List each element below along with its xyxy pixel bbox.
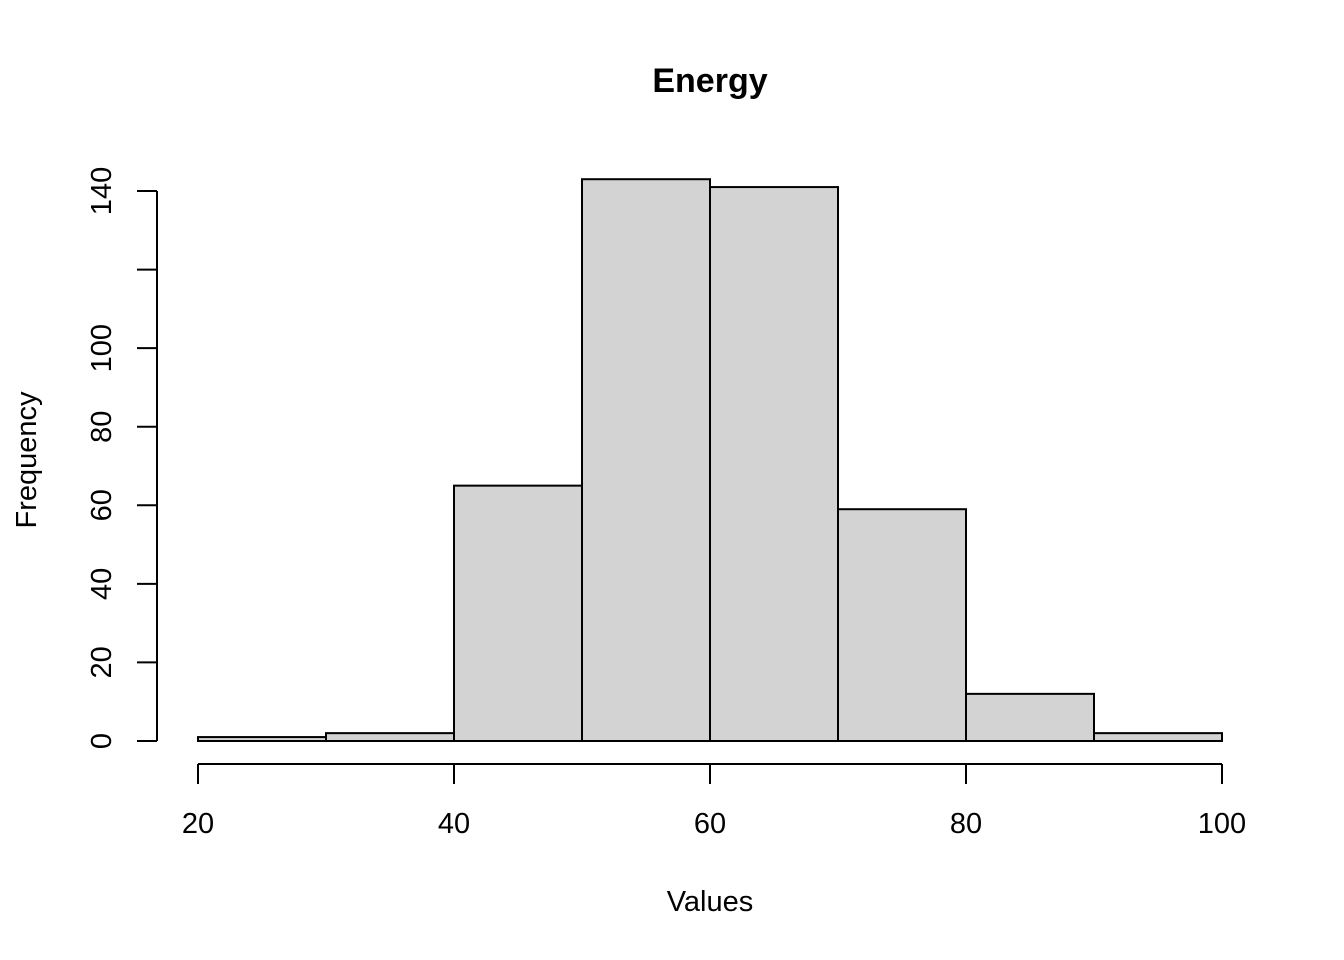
histogram-bar (197, 736, 327, 742)
y-tick-label: 60 (86, 489, 118, 521)
y-tick-label: 40 (86, 568, 118, 600)
x-tick-label: 80 (950, 808, 982, 840)
x-tick-label: 20 (182, 808, 214, 840)
y-tick-label: 100 (86, 324, 118, 372)
histogram-bar (1093, 732, 1223, 743)
y-tick-label: 80 (86, 411, 118, 443)
y-tick-label: 140 (86, 167, 118, 215)
x-tick-label: 60 (694, 808, 726, 840)
histogram-bar (581, 178, 711, 742)
y-axis: 0 20 40 60 80 100 140 (86, 167, 158, 749)
bars-group (197, 178, 1223, 743)
histogram-bar (453, 484, 583, 742)
y-axis-label: Frequency (11, 391, 43, 529)
histogram-bar (965, 692, 1095, 742)
histogram-bar (709, 186, 839, 743)
x-axis: 20 40 60 80 100 (182, 763, 1246, 840)
x-tick-label: 40 (438, 808, 470, 840)
x-tick-label: 100 (1198, 808, 1246, 840)
chart-title: Energy (652, 62, 767, 100)
histogram-bar (325, 732, 455, 743)
y-tick-label: 20 (86, 646, 118, 678)
x-axis-label: Values (667, 886, 754, 918)
histogram-bar (837, 508, 967, 743)
y-tick-label: 0 (86, 733, 118, 749)
